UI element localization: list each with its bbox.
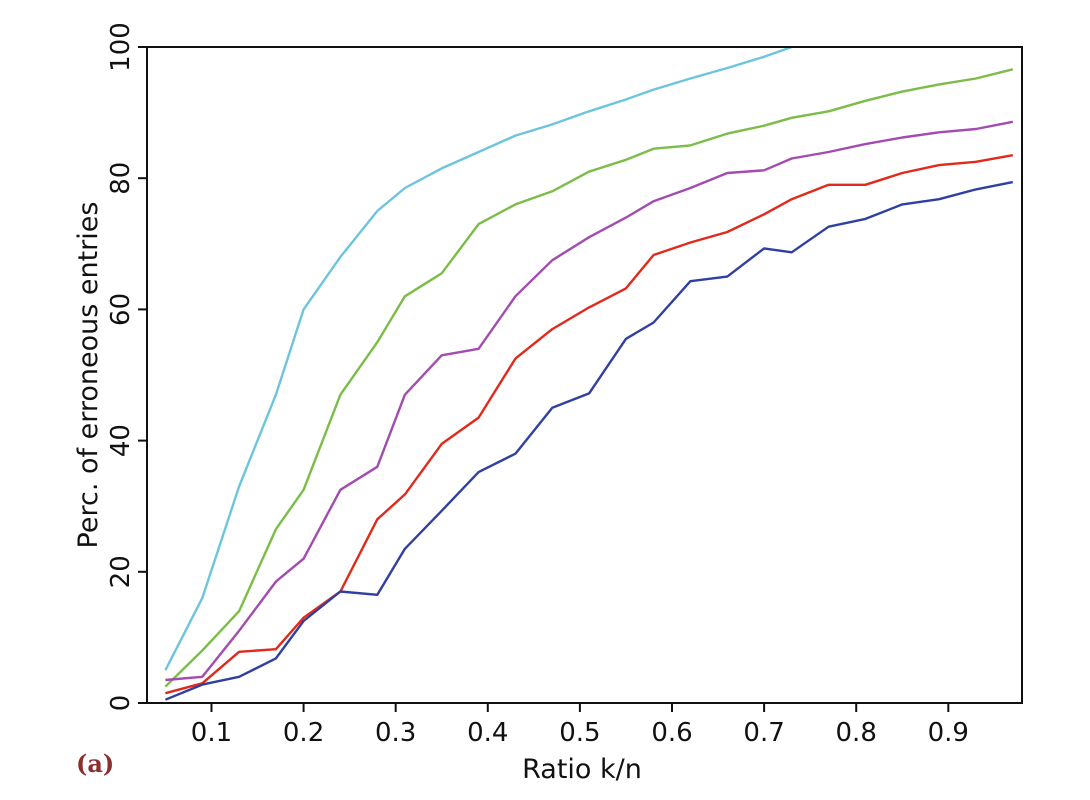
series-line-3 [165, 120, 1014, 682]
x-tick-label: 0.7 [743, 718, 784, 748]
x-tick-label: 0.1 [191, 718, 232, 748]
series-line-2 [164, 68, 1014, 688]
plot-frame [146, 46, 1023, 704]
y-tick-label: 100 [106, 22, 136, 72]
x-axis: 0.1 0.2 0.3 0.4 0.5 0.6 0.7 0.8 0.9 [191, 703, 969, 748]
x-tick-label: 0.2 [283, 718, 324, 748]
x-axis-title: Ratio k/n [522, 754, 642, 785]
y-tick-label: 0 [106, 695, 136, 712]
series-line-1 [164, 45, 793, 671]
series-line-5 [164, 180, 1014, 701]
series-line-4 [165, 154, 1014, 695]
y-tick-label: 60 [106, 293, 136, 326]
y-tick-label: 20 [106, 555, 136, 588]
panel-label: (a) [76, 749, 114, 778]
x-tick-label: 0.6 [651, 718, 692, 748]
plot-lines [164, 45, 1014, 701]
x-tick-label: 0.9 [928, 718, 969, 748]
y-axis-title: Perc. of erroneous entries [73, 202, 104, 549]
x-tick-label: 0.8 [836, 718, 877, 748]
y-axis: 0 20 40 60 80 100 [106, 22, 147, 711]
x-tick-label: 0.5 [559, 718, 600, 748]
x-tick-label: 0.4 [467, 718, 508, 748]
y-tick-label: 40 [106, 424, 136, 457]
y-tick-label: 80 [106, 162, 136, 195]
x-tick-label: 0.3 [375, 718, 416, 748]
